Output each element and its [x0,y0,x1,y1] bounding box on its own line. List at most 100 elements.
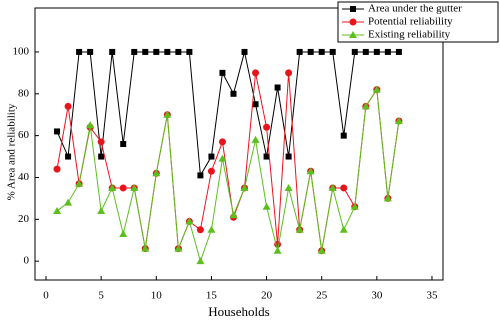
x-tick-label: 20 [261,290,273,302]
data-point [98,153,105,160]
x-axis-label: Households [208,304,269,319]
data-point [64,102,72,110]
data-point [252,101,259,108]
data-point [252,69,260,77]
data-point [339,225,348,233]
data-point [372,85,381,93]
data-point [263,123,271,131]
data-point [175,48,182,55]
data-point [86,121,95,129]
data-point [119,229,128,237]
y-tick-label: 20 [18,213,30,225]
data-point [307,48,314,55]
data-point [262,202,271,210]
y-tick-label: 60 [18,129,30,141]
data-point [120,141,127,147]
data-point [361,102,370,110]
data-point [142,48,149,55]
data-point [141,244,150,252]
data-point [109,48,116,55]
data-point [208,153,215,160]
data-point [306,167,315,175]
data-point [131,48,138,55]
data-point [251,135,260,143]
data-point [163,110,172,118]
data-point [328,183,337,191]
data-point [274,84,281,91]
data-point [350,202,359,210]
data-point [395,48,402,55]
data-point [340,184,348,192]
data-point [219,69,226,76]
data-point [54,128,61,135]
data-point [362,48,369,55]
data-point [207,225,216,233]
data-point [87,48,94,55]
y-tick-label: 0 [24,255,30,267]
y-tick-label: 80 [18,87,30,99]
data-point [97,206,106,214]
x-tick-label: 10 [151,290,163,302]
data-point [317,246,326,254]
data-point [75,179,84,187]
data-point [329,48,336,55]
data-point [196,226,204,234]
legend-marker [350,6,356,12]
data-point [241,48,248,55]
data-point [130,183,139,191]
x-tick-label: 25 [316,290,328,302]
data-point [240,183,249,191]
data-point [108,183,117,191]
data-point [295,225,304,233]
data-point [273,246,282,254]
data-point [285,153,292,160]
data-point [384,48,391,55]
data-point [53,206,62,214]
data-point [65,153,72,160]
data-point [351,48,358,55]
data-point [383,194,392,202]
data-point [229,211,238,219]
x-tick-label: 5 [98,290,104,302]
data-point [373,48,380,55]
y-axis-label: % Area and reliability [6,103,18,200]
x-tick-label: 30 [371,290,383,302]
legend-marker [349,31,357,38]
data-point [285,69,293,77]
x-tick-label: 35 [426,290,438,302]
legend-label: Existing reliability [368,29,451,41]
legend-label: Area under the gutter [368,3,462,15]
legend-marker [349,18,357,26]
data-point [174,244,183,252]
data-point [164,48,171,55]
data-point [394,116,403,124]
data-point [153,48,160,55]
data-point [230,90,237,97]
data-point [218,154,227,162]
data-point [196,257,205,265]
series-line [56,51,399,177]
data-point [76,48,83,55]
legend-box [337,1,499,43]
data-point [263,153,270,160]
y-tick-label: 100 [13,45,30,57]
data-point [64,198,73,206]
x-tick-label: 15 [206,290,218,302]
data-point [318,48,325,55]
data-point [186,48,193,55]
data-point [97,138,105,146]
data-point [340,132,347,139]
data-point [119,184,127,192]
data-point [152,169,161,177]
legend-label: Potential reliability [368,16,453,28]
data-point [284,183,293,191]
y-tick-label: 40 [18,171,30,183]
data-point [197,172,204,179]
x-tick-label: 0 [43,290,49,302]
plot-frame [34,7,444,281]
series-line [56,72,400,251]
series-line [56,88,400,263]
data-point [207,167,215,175]
data-point [218,138,226,146]
